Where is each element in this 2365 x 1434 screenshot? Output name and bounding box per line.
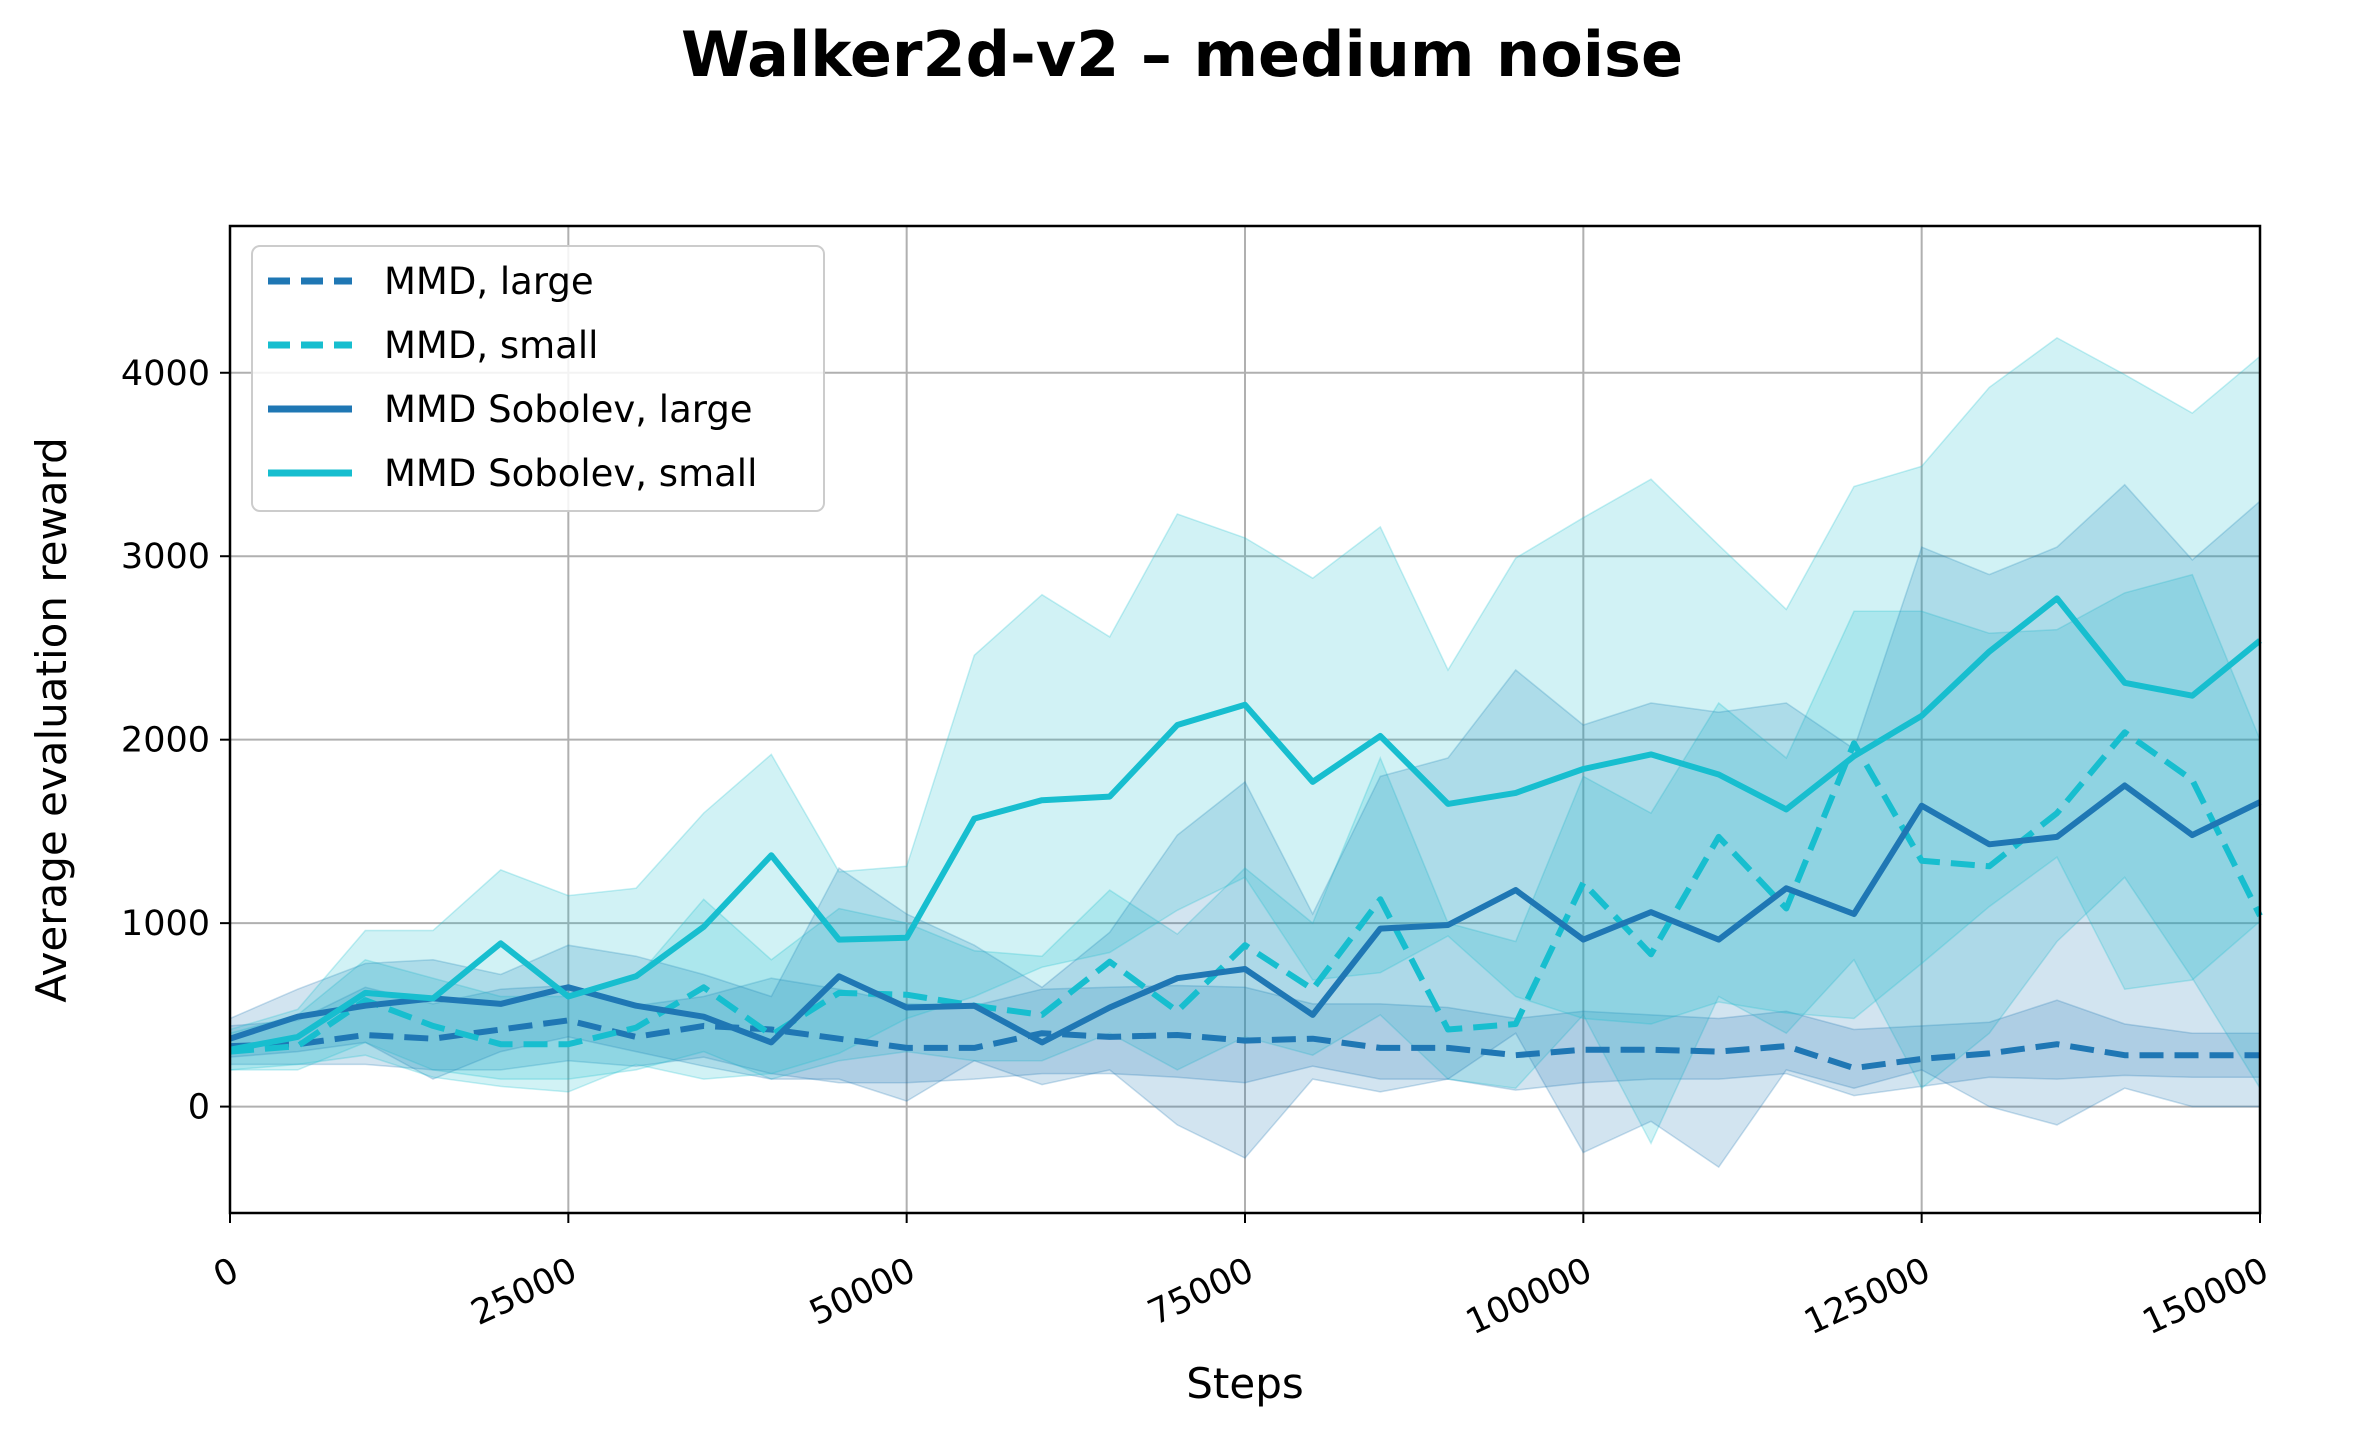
y-tick-label: 1000 <box>121 904 210 944</box>
series-lines <box>229 595 2263 1072</box>
legend: MMD, large MMD, small MMD Sobolev, large… <box>251 245 825 512</box>
legend-label-mmd-sobolev-small: MMD Sobolev, small <box>384 452 757 495</box>
legend-label-mmd-sobolev-large: MMD Sobolev, large <box>384 388 753 431</box>
y-tick-label: 0 <box>188 1088 210 1128</box>
series-line-1 <box>229 729 2263 1055</box>
grid-lines <box>229 226 2261 1213</box>
series-line-0 <box>229 1017 2260 1072</box>
series-line-2 <box>229 782 2262 1046</box>
y-tick-label: 3000 <box>121 537 210 577</box>
chart-title: Walker2d-v2 – medium noise <box>681 18 1683 91</box>
y-axis-label: Average evaluation reward <box>27 437 76 1003</box>
legend-box <box>251 245 825 512</box>
legend-label-mmd-large: MMD, large <box>384 260 594 303</box>
series-line-3 <box>229 595 2262 1053</box>
plot-area: 0 25000 50000 75000 100000 125000 150000010002… <box>121 224 2275 1343</box>
x-axis-label: Steps <box>1186 1359 1304 1408</box>
legend-label-mmd-small: MMD, small <box>384 324 598 367</box>
y-tick-label: 2000 <box>121 721 210 761</box>
y-tick-label: 4000 <box>121 354 210 394</box>
